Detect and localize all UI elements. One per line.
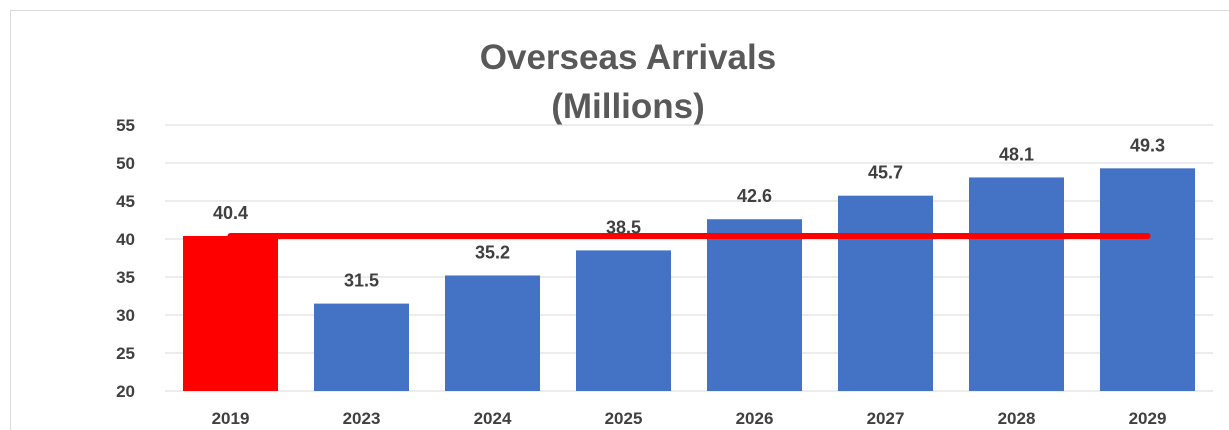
y-tick-label: 25: [116, 344, 135, 363]
data-label-2029: 49.3: [1130, 135, 1165, 155]
x-tick-label-2023: 2023: [343, 409, 381, 428]
y-tick-label: 35: [116, 268, 135, 287]
x-tick-label-2026: 2026: [736, 409, 774, 428]
data-label-2025: 38.5: [606, 217, 641, 237]
x-tick-label-2024: 2024: [474, 409, 512, 428]
x-tick-label-2019: 2019: [212, 409, 250, 428]
y-tick-label: 50: [116, 154, 135, 173]
y-tick-label: 20: [116, 382, 135, 401]
y-tick-label: 55: [116, 116, 135, 135]
chart-title-line-1: Overseas Arrivals: [480, 38, 776, 77]
bar-2029: [1100, 168, 1195, 391]
bar-2023: [314, 303, 409, 391]
y-tick-label: 40: [116, 230, 135, 249]
data-labels: 40.4 31.5 35.2 38.5 42.6 45.7 48.1 49.3: [213, 135, 1165, 290]
y-axis-ticks: 20 25 30 35 40 45 50 55: [116, 116, 135, 401]
x-axis-ticks: 2019 2023 2024 2025 2026 2027 2028 2029: [212, 409, 1167, 428]
data-label-2024: 35.2: [475, 242, 510, 262]
x-tick-label-2027: 2027: [867, 409, 905, 428]
x-tick-label-2028: 2028: [998, 409, 1036, 428]
chart-title-line-2: (Millions): [551, 87, 705, 126]
bar-2027: [838, 195, 933, 391]
bar-2024: [445, 275, 540, 391]
bar-2019: [183, 235, 278, 391]
bar-2028: [969, 177, 1064, 391]
bar-2025: [576, 250, 671, 391]
data-label-2027: 45.7: [868, 163, 903, 183]
y-tick-label: 30: [116, 306, 135, 325]
data-label-2019: 40.4: [213, 203, 248, 223]
chart-frame: [10, 10, 1229, 430]
data-label-2026: 42.6: [737, 186, 772, 206]
y-tick-label: 45: [116, 192, 135, 211]
bars: [183, 168, 1195, 391]
bar-2026: [707, 219, 802, 391]
data-label-2028: 48.1: [999, 144, 1034, 164]
x-tick-label-2029: 2029: [1129, 409, 1167, 428]
x-tick-label-2025: 2025: [605, 409, 643, 428]
data-label-2023: 31.5: [344, 271, 379, 291]
